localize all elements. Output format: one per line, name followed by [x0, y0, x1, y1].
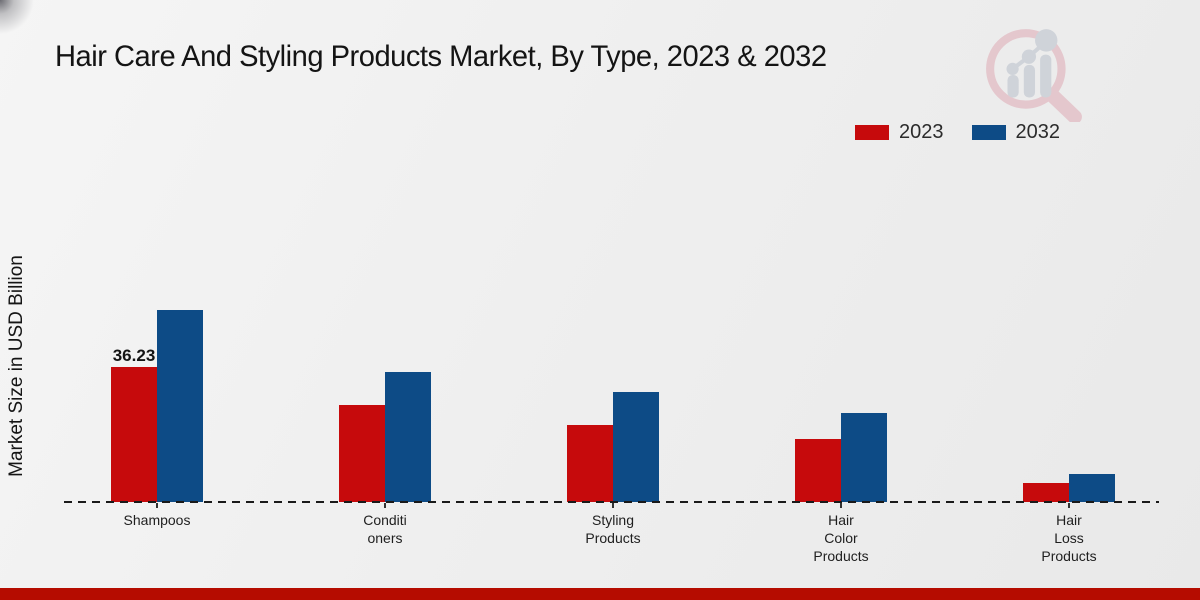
x-axis-tick [384, 503, 386, 508]
bar-2023-shampoos [111, 367, 157, 502]
x-axis-tick [612, 503, 614, 508]
chart-title: Hair Care And Styling Products Market, B… [55, 40, 827, 73]
x-axis-tick [1068, 503, 1070, 508]
bar-2023-conditioners [339, 405, 385, 502]
legend-label-2032: 2032 [1015, 120, 1061, 143]
legend-item-2023: 2023 [855, 121, 944, 144]
bar-2032-styling-products [613, 392, 659, 502]
magnifier-bar-chart-logo-icon [986, 29, 1082, 122]
bar-2023-hair-loss-products [1023, 483, 1069, 502]
legend-label-2023: 2023 [899, 120, 944, 143]
x-axis-tick [156, 503, 158, 508]
legend-swatch-2032 [971, 124, 1006, 140]
bar-2032-shampoos [157, 310, 203, 502]
bar-2032-hair-loss-products [1069, 474, 1115, 502]
legend: 2023 2032 [830, 118, 1060, 146]
category-label-styling-products: Styling Products [585, 512, 641, 546]
category-label-conditioners: Conditi oners [363, 512, 407, 546]
footer-accent-band [0, 588, 1200, 600]
bar-value-label: 36.23 [112, 346, 156, 365]
bar-2023-styling-products [567, 425, 613, 502]
x-axis-baseline [64, 501, 1159, 503]
category-label-shampoos: Shampoos [123, 512, 191, 528]
legend-item-2032: 2032 [971, 120, 1061, 144]
x-axis-tick [840, 503, 842, 508]
category-label-hair-loss-products: Hair Loss Products [1041, 512, 1097, 564]
bar-2032-conditioners [385, 372, 431, 502]
legend-swatch-2023 [855, 124, 889, 140]
bar-2032-hair-color-products [841, 413, 887, 502]
bar-2023-hair-color-products [795, 439, 841, 502]
category-label-hair-color-products: Hair Color Products [813, 512, 869, 564]
